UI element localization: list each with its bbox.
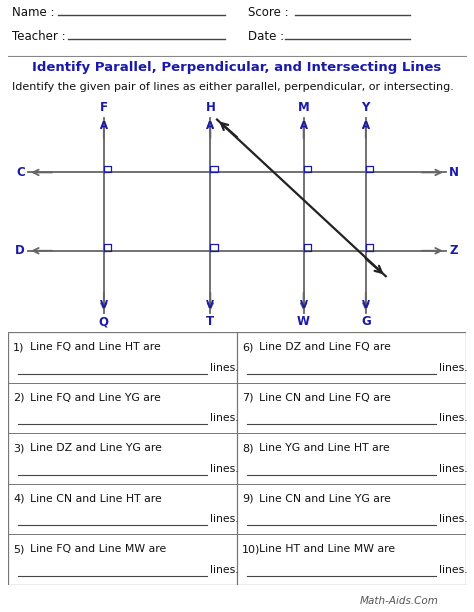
Text: Line CN and Line YG are: Line CN and Line YG are bbox=[259, 494, 391, 504]
Text: lines.: lines. bbox=[210, 413, 238, 424]
Text: lines.: lines. bbox=[210, 565, 238, 575]
Text: 7): 7) bbox=[242, 393, 254, 403]
Text: V: V bbox=[100, 300, 108, 310]
Text: lines.: lines. bbox=[210, 515, 238, 524]
Text: H: H bbox=[205, 102, 215, 114]
Text: Line DZ and Line YG are: Line DZ and Line YG are bbox=[30, 443, 162, 453]
Text: N: N bbox=[449, 166, 459, 179]
Text: 3): 3) bbox=[13, 443, 24, 453]
Text: 6): 6) bbox=[242, 342, 254, 352]
Text: Teacher :: Teacher : bbox=[12, 31, 65, 43]
Text: Line FQ and Line YG are: Line FQ and Line YG are bbox=[30, 393, 161, 403]
Text: Identify the given pair of lines as either parallel, perpendicular, or intersect: Identify the given pair of lines as eith… bbox=[12, 82, 454, 92]
Text: A: A bbox=[300, 121, 308, 131]
Text: Line CN and Line FQ are: Line CN and Line FQ are bbox=[259, 393, 391, 403]
Text: T: T bbox=[206, 315, 214, 329]
Text: M: M bbox=[298, 102, 310, 114]
Text: Q: Q bbox=[99, 315, 109, 329]
Text: Math-Aids.Com: Math-Aids.Com bbox=[360, 596, 439, 606]
Text: 1): 1) bbox=[13, 342, 24, 352]
Text: 2): 2) bbox=[13, 393, 25, 403]
Text: C: C bbox=[16, 166, 25, 179]
Text: W: W bbox=[297, 315, 310, 329]
Text: Line FQ and Line HT are: Line FQ and Line HT are bbox=[30, 342, 161, 352]
Text: A: A bbox=[362, 121, 370, 131]
Text: Line CN and Line HT are: Line CN and Line HT are bbox=[30, 494, 162, 504]
Text: Line DZ and Line FQ are: Line DZ and Line FQ are bbox=[259, 342, 391, 352]
Text: Date :: Date : bbox=[248, 31, 284, 43]
Text: Line HT and Line MW are: Line HT and Line MW are bbox=[259, 545, 395, 554]
Text: F: F bbox=[100, 102, 108, 114]
Text: lines.: lines. bbox=[439, 565, 468, 575]
Text: V: V bbox=[362, 300, 370, 310]
Text: 8): 8) bbox=[242, 443, 254, 453]
Text: Identify Parallel, Perpendicular, and Intersecting Lines: Identify Parallel, Perpendicular, and In… bbox=[32, 61, 442, 73]
Text: 10): 10) bbox=[242, 545, 260, 554]
Text: lines.: lines. bbox=[439, 362, 468, 373]
Text: lines.: lines. bbox=[439, 515, 468, 524]
Text: lines.: lines. bbox=[439, 413, 468, 424]
Text: 9): 9) bbox=[242, 494, 254, 504]
Text: Line FQ and Line MW are: Line FQ and Line MW are bbox=[30, 545, 166, 554]
Text: D: D bbox=[15, 244, 25, 257]
Text: A: A bbox=[206, 121, 214, 131]
Text: Line YG and Line HT are: Line YG and Line HT are bbox=[259, 443, 390, 453]
Text: V: V bbox=[206, 300, 214, 310]
Text: V: V bbox=[300, 300, 308, 310]
Text: lines.: lines. bbox=[210, 464, 238, 474]
Text: lines.: lines. bbox=[210, 362, 238, 373]
Text: A: A bbox=[100, 121, 108, 131]
Text: lines.: lines. bbox=[439, 464, 468, 474]
Text: G: G bbox=[361, 315, 371, 329]
Text: 4): 4) bbox=[13, 494, 25, 504]
Text: Score :: Score : bbox=[248, 7, 289, 20]
Text: Name :: Name : bbox=[12, 7, 55, 20]
Text: Z: Z bbox=[449, 244, 458, 257]
Text: Y: Y bbox=[362, 102, 370, 114]
Text: 5): 5) bbox=[13, 545, 24, 554]
